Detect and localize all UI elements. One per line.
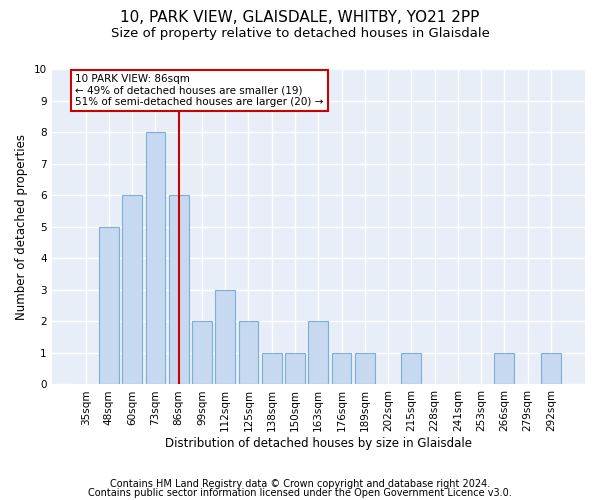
Bar: [239, 322, 259, 384]
Text: Contains HM Land Registry data © Crown copyright and database right 2024.: Contains HM Land Registry data © Crown c…: [110, 479, 490, 489]
Y-axis label: Number of detached properties: Number of detached properties: [15, 134, 28, 320]
Bar: [355, 353, 374, 384]
X-axis label: Distribution of detached houses by size in Glaisdale: Distribution of detached houses by size …: [165, 437, 472, 450]
Bar: [494, 353, 514, 384]
Bar: [122, 195, 142, 384]
Bar: [308, 322, 328, 384]
Text: Contains public sector information licensed under the Open Government Licence v3: Contains public sector information licen…: [88, 488, 512, 498]
Bar: [169, 195, 188, 384]
Bar: [541, 353, 561, 384]
Bar: [285, 353, 305, 384]
Text: 10 PARK VIEW: 86sqm
← 49% of detached houses are smaller (19)
51% of semi-detach: 10 PARK VIEW: 86sqm ← 49% of detached ho…: [75, 74, 323, 107]
Bar: [192, 322, 212, 384]
Bar: [146, 132, 166, 384]
Bar: [332, 353, 352, 384]
Bar: [262, 353, 281, 384]
Text: Size of property relative to detached houses in Glaisdale: Size of property relative to detached ho…: [110, 28, 490, 40]
Bar: [99, 226, 119, 384]
Bar: [215, 290, 235, 384]
Text: 10, PARK VIEW, GLAISDALE, WHITBY, YO21 2PP: 10, PARK VIEW, GLAISDALE, WHITBY, YO21 2…: [121, 10, 479, 25]
Bar: [401, 353, 421, 384]
